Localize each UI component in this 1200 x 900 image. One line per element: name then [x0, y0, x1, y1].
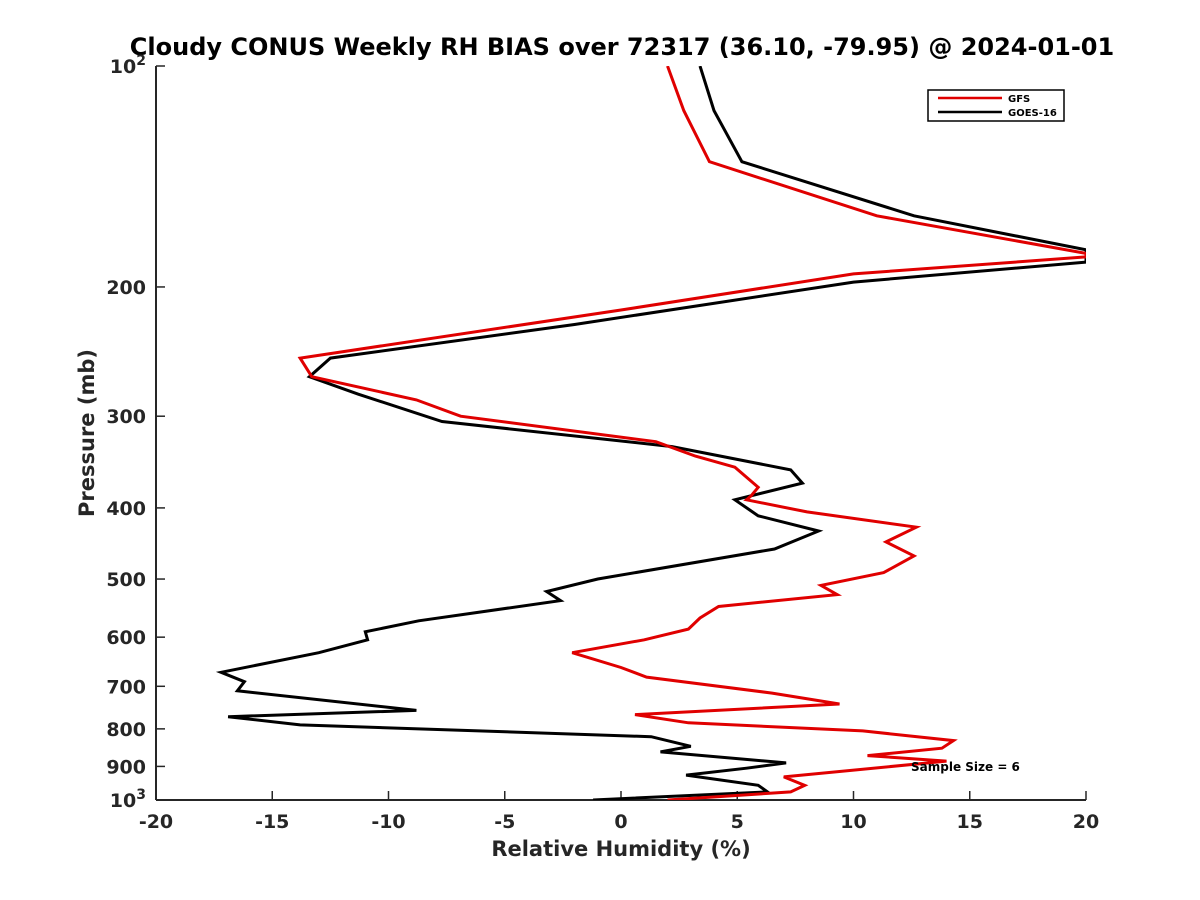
x-tick-label: -5	[494, 811, 515, 833]
x-tick-label: -15	[255, 811, 289, 833]
y-tick-label: 102	[110, 53, 146, 78]
y-tick-label: 400	[106, 498, 146, 520]
y-tick-label: 200	[106, 277, 146, 299]
y-tick-label: 103	[110, 787, 146, 812]
x-ticks: -20 -15 -10 -5 0 5 10 15 20	[139, 791, 1099, 833]
y-tick-label: 500	[106, 569, 146, 591]
series-line-goes-16	[215, 66, 1086, 800]
series-group	[215, 66, 1086, 800]
series-line-gfs	[297, 66, 1086, 800]
legend-label-goes-16: GOES-16	[1008, 108, 1057, 119]
legend: GFS GOES-16	[927, 89, 1065, 122]
x-tick-label: 20	[1073, 811, 1099, 833]
legend-label-gfs: GFS	[1008, 94, 1030, 105]
x-tick-label: 10	[840, 811, 866, 833]
x-tick-label: 0	[614, 811, 627, 833]
y-tick-label: 800	[106, 719, 146, 741]
y-ticks: 102 200 300 400 500 600 700 800 900 103	[106, 53, 165, 812]
x-axis-label: Relative Humidity (%)	[491, 837, 750, 861]
y-axis-label: Pressure (mb)	[75, 349, 99, 517]
x-tick-label: 15	[957, 811, 983, 833]
sample-size-annotation: Sample Size = 6	[911, 760, 1020, 774]
y-tick-label: 600	[106, 627, 146, 649]
legend-box	[927, 89, 1065, 122]
y-tick-label: 700	[106, 676, 146, 698]
y-tick-label: 300	[106, 406, 146, 428]
y-tick-label: 900	[106, 756, 146, 778]
x-tick-label: 5	[731, 811, 744, 833]
x-tick-label: -20	[139, 811, 173, 833]
chart-title: Cloudy CONUS Weekly RH BIAS over 72317 (…	[130, 33, 1114, 61]
x-tick-label: -10	[371, 811, 405, 833]
